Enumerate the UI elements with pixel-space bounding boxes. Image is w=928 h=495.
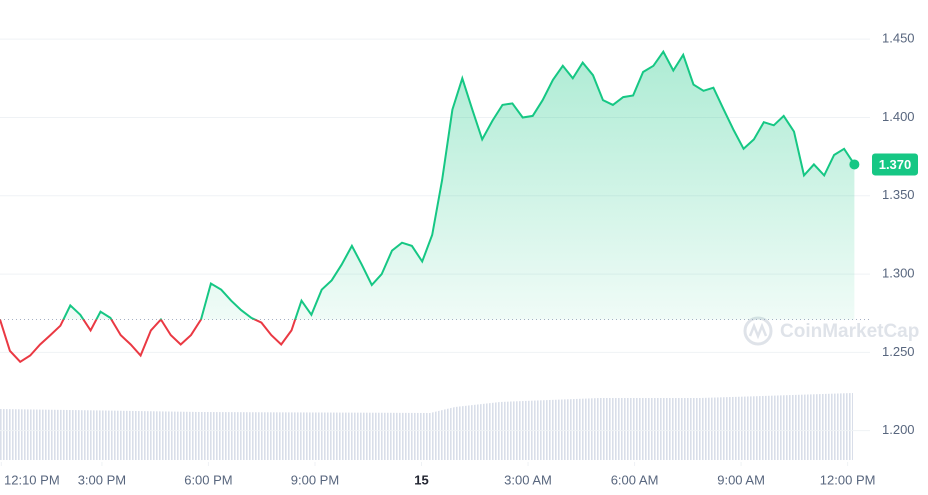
volume-bars xyxy=(0,393,853,460)
y-tick-label: 1.400 xyxy=(882,109,915,124)
price-tag-label: 1.370 xyxy=(879,157,912,172)
x-tick-label: 3:00 PM xyxy=(78,472,126,487)
line-up xyxy=(0,49,856,320)
line-down xyxy=(0,319,297,364)
area xyxy=(63,51,855,320)
watermark-text: CoinMarketCap xyxy=(780,321,919,342)
y-tick-label: 1.250 xyxy=(882,344,915,359)
last-point xyxy=(849,159,860,170)
x-tick-label: 6:00 AM xyxy=(611,472,659,487)
price-tag xyxy=(872,153,918,176)
x-tick-label: 6:00 PM xyxy=(184,472,232,487)
x-tick-label: 9:00 AM xyxy=(717,472,765,487)
watermark: CoinMarketCap xyxy=(743,316,919,346)
x-tick-label: 9:00 PM xyxy=(291,472,339,487)
y-tick-label: 1.350 xyxy=(882,187,915,202)
x-tick-label: 3:00 AM xyxy=(504,472,552,487)
y-tick-label: 1.200 xyxy=(882,422,915,437)
x-tick-label: 12:10 PM xyxy=(4,472,60,487)
y-tick-label: 1.300 xyxy=(882,266,915,281)
x-tick-label: 15 xyxy=(414,472,428,487)
y-tick-label: 1.450 xyxy=(882,31,915,46)
x-tick-label: 12:00 PM xyxy=(820,472,876,487)
